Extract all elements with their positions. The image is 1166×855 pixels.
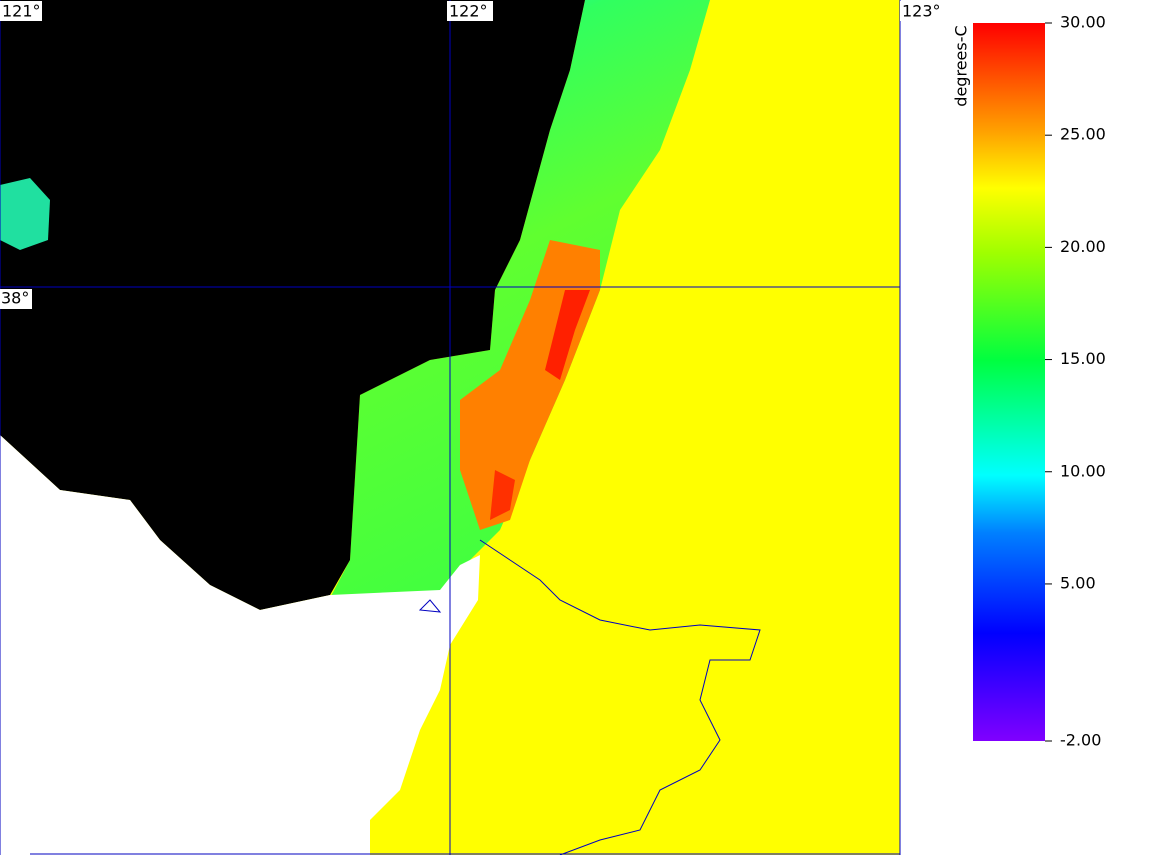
- colorbar-scale: [973, 23, 1045, 741]
- colorbar-tick-label: 25.00: [1060, 125, 1106, 144]
- label-box: [0, 1, 42, 21]
- sst-hot: [490, 470, 515, 520]
- sst-band: [330, 0, 710, 615]
- label-box: [447, 1, 493, 21]
- lon-label: 122°: [449, 2, 488, 21]
- coastline: [418, 539, 761, 855]
- lon-label: 121°: [2, 2, 41, 21]
- lat-label: 38°: [1, 289, 29, 308]
- map: 121° 122° 123° 38°: [0, 0, 944, 855]
- sst-spot: [0, 178, 50, 250]
- colorbar-tick-label: 15.00: [1060, 349, 1106, 368]
- colorbar-tick-label: 20.00: [1060, 237, 1106, 256]
- sst-hot: [545, 290, 590, 380]
- colorbar-tick-label: -2.00: [1060, 731, 1101, 750]
- colorbar-title: degrees-C: [952, 25, 971, 106]
- colorbar-tick-label: 30.00: [1060, 13, 1106, 32]
- colorbar: degrees-C 30.00 25.00 20.00 15.00 10.00 5.00 -…: [952, 13, 1106, 750]
- label-box: [900, 1, 944, 21]
- land: [0, 435, 480, 855]
- no-data: [0, 0, 585, 610]
- colorbar-tick-label: 5.00: [1060, 573, 1096, 592]
- label-box: [0, 289, 32, 309]
- colorbar-tick-label: 10.00: [1060, 461, 1106, 480]
- lon-label: 123°: [902, 2, 941, 21]
